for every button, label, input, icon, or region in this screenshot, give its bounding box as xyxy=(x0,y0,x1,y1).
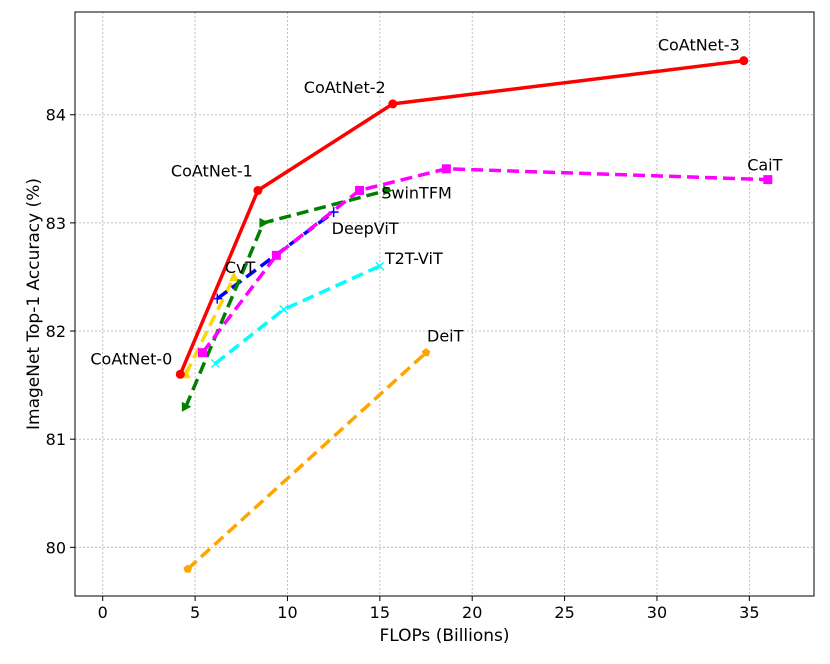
point-label-coatnet-0: CoAtNet-0 xyxy=(90,349,172,368)
data-point xyxy=(355,185,365,195)
series-line xyxy=(178,58,746,377)
data-point xyxy=(279,304,289,314)
data-point xyxy=(175,369,185,379)
x-axis: 0 5 10 15 20 25 30 35 xyxy=(98,596,760,622)
y-tick-label: 84 xyxy=(46,106,66,125)
data-point xyxy=(388,99,398,109)
y-tick-label: 80 xyxy=(46,538,66,557)
grid xyxy=(75,12,814,596)
series-swintfm xyxy=(181,185,393,412)
series-cvt xyxy=(180,271,239,379)
data-point xyxy=(197,348,207,358)
point-label-cvt: CvT xyxy=(225,258,256,277)
point-label-coatnet-1: CoAtNet-1 xyxy=(171,161,253,180)
x-tick-label: 0 xyxy=(98,603,108,622)
x-tick-label: 15 xyxy=(370,603,390,622)
x-tick-label: 5 xyxy=(190,603,200,622)
x-tick-label: 20 xyxy=(462,603,482,622)
series-line xyxy=(186,351,428,571)
series-deit xyxy=(183,348,431,573)
data-point xyxy=(210,358,220,369)
data-point xyxy=(383,185,393,196)
series-layer xyxy=(175,56,773,573)
data-point xyxy=(271,250,281,260)
data-point xyxy=(253,185,263,195)
point-label-deepvit: DeepViT xyxy=(332,219,399,238)
data-point xyxy=(259,217,269,228)
x-tick-label: 10 xyxy=(277,603,297,622)
series-line xyxy=(214,264,381,365)
series-coatnet xyxy=(175,56,749,379)
point-label-t2t-vit: T2T-ViT xyxy=(384,249,443,268)
data-point xyxy=(441,164,451,174)
y-tick-label: 81 xyxy=(46,430,66,449)
x-axis-label: FLOPs (Billions) xyxy=(379,626,509,646)
data-point xyxy=(228,271,239,281)
point-label-cait: CaiT xyxy=(747,156,782,175)
point-label-coatnet-3: CoAtNet-3 xyxy=(658,36,740,55)
y-tick-label: 83 xyxy=(46,214,66,233)
x-tick-label: 25 xyxy=(554,603,574,622)
y-axis: 80 81 82 83 84 xyxy=(46,106,75,557)
data-point xyxy=(375,261,385,271)
point-label-swintfm: SwinTFM xyxy=(381,183,452,202)
plot-frame xyxy=(74,11,815,597)
y-tick-label: 82 xyxy=(46,322,66,341)
data-point xyxy=(183,564,192,573)
x-tick-label: 35 xyxy=(739,603,759,622)
y-axis-label: ImageNet Top-1 Accuracy (%) xyxy=(24,178,44,430)
x-tick-label: 30 xyxy=(647,603,667,622)
series-cait xyxy=(197,164,773,358)
data-point xyxy=(763,175,773,185)
labels-layer: DeiT T2T-ViT CvT DeepViT SwinTFM CaiT CoAtNet-… xyxy=(90,36,782,369)
point-label-coatnet-2: CoAtNet-2 xyxy=(304,78,386,97)
data-point xyxy=(181,401,192,412)
series-t2t-vit xyxy=(210,261,385,369)
data-point xyxy=(739,56,749,66)
data-point xyxy=(421,348,431,357)
point-label-deit: DeiT xyxy=(427,327,464,346)
